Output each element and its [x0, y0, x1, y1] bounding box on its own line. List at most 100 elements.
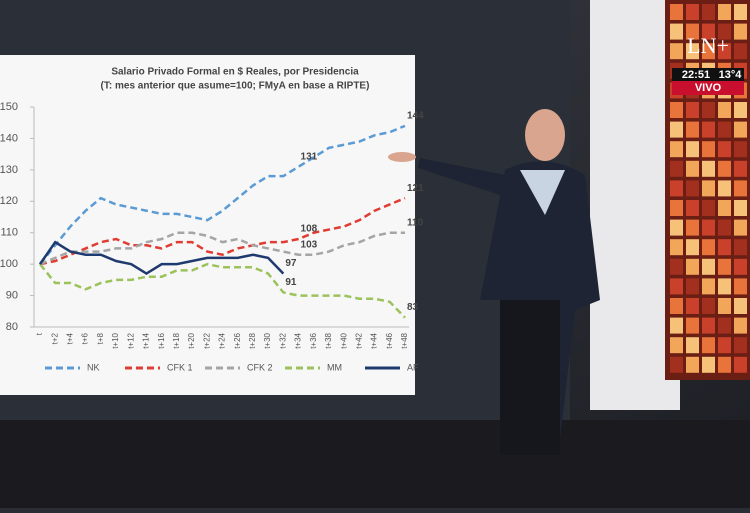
live-box: [672, 81, 744, 95]
x-tick-label: t+44: [370, 332, 379, 348]
data-label: 144: [407, 110, 424, 121]
data-label: 131: [301, 151, 318, 162]
led-tile: [718, 160, 731, 177]
x-tick-label: t+8: [96, 332, 105, 344]
led-tile: [702, 180, 715, 197]
led-tiles: [670, 4, 747, 373]
led-tile: [702, 239, 715, 256]
led-tile: [718, 239, 731, 256]
x-tick-label: t+4: [66, 332, 75, 344]
led-tile: [702, 317, 715, 334]
led-tile: [734, 43, 747, 60]
legend-label: CFK 1: [167, 362, 193, 372]
led-tile: [734, 180, 747, 197]
led-tile: [686, 23, 699, 40]
legs: [500, 300, 560, 455]
x-tick-label: t+6: [81, 332, 90, 344]
series-line: [39, 231, 405, 266]
data-label: 97: [285, 258, 297, 269]
led-tile: [686, 141, 699, 158]
led-tile: [686, 160, 699, 177]
led-tile: [686, 200, 699, 216]
y-tick-label: 100: [0, 258, 18, 270]
clock: 22:51: [682, 69, 710, 81]
legend-label: NK: [87, 362, 100, 372]
led-tile: [686, 121, 699, 138]
x-tick-label: t+42: [354, 332, 363, 348]
led-tile: [670, 141, 683, 158]
led-tile: [718, 317, 731, 334]
y-tick-label: 130: [0, 164, 18, 176]
chart-subtitle: (T: mes anterior que asume=100; FMyA en …: [101, 81, 370, 92]
legend-label: CFK 2: [247, 362, 273, 372]
led-tile: [670, 200, 683, 216]
led-tile: [702, 278, 715, 295]
led-tile: [686, 4, 699, 20]
presenter: [388, 109, 600, 455]
x-tick-label: t+36: [309, 332, 318, 348]
led-tile: [702, 258, 715, 275]
led-tile: [718, 180, 731, 197]
led-tile: [670, 160, 683, 177]
x-tick-label: t: [35, 332, 44, 335]
y-tick-label: 150: [0, 101, 18, 113]
led-tile: [686, 298, 699, 314]
data-label: 121: [407, 183, 424, 194]
led-tile: [702, 121, 715, 138]
led-tile: [718, 141, 731, 158]
data-label: 108: [301, 224, 318, 235]
led-tile: [702, 200, 715, 216]
clock-box: [672, 68, 744, 81]
y-tick-label: 110: [0, 227, 18, 239]
y-tick-label: 120: [0, 195, 18, 207]
led-tile: [718, 43, 731, 60]
x-tick-label: t+14: [142, 332, 151, 348]
data-label: 103: [301, 239, 318, 250]
x-tick-label: t+32: [278, 332, 287, 348]
led-tile: [702, 4, 715, 20]
x-tick-label: t+2: [50, 332, 59, 344]
x-tick-label: t+18: [172, 332, 181, 348]
shirt: [520, 170, 565, 215]
led-tile: [718, 121, 731, 138]
x-tick-label: t+40: [339, 332, 348, 348]
led-tile: [734, 200, 747, 216]
led-tile: [686, 317, 699, 334]
x-tick-label: t+30: [263, 332, 272, 348]
led-tile: [670, 219, 683, 236]
led-tile: [734, 141, 747, 158]
x-tick-label: t+16: [157, 332, 166, 348]
led-tile: [734, 258, 747, 275]
led-tile: [702, 219, 715, 236]
led-tile: [718, 278, 731, 295]
led-tile: [702, 23, 715, 40]
logo: LN+: [687, 33, 729, 58]
arm: [418, 158, 505, 195]
led-tile: [686, 258, 699, 275]
led-tile: [670, 4, 683, 20]
led-tile: [718, 4, 731, 20]
led-tile: [670, 180, 683, 197]
chart-title: Salario Privado Formal en $ Reales, por …: [111, 67, 359, 78]
data-label: 83: [407, 302, 419, 313]
temperature: 13°4: [719, 69, 743, 81]
series-line: [39, 262, 406, 319]
led-tile: [670, 356, 683, 373]
y-tick-label: 140: [0, 132, 18, 144]
led-tile: [718, 258, 731, 275]
led-tile: [686, 337, 699, 354]
led-tile: [718, 298, 731, 314]
led-tile: [702, 160, 715, 177]
led-tile: [670, 239, 683, 256]
hand: [388, 152, 416, 162]
led-tile: [702, 298, 715, 314]
x-tick-label: t+12: [126, 332, 135, 348]
led-tile: [734, 298, 747, 314]
data-label: 110: [407, 217, 424, 228]
series-line: [39, 196, 406, 266]
led-tile: [734, 4, 747, 20]
led-tile: [670, 337, 683, 354]
led-tile: [734, 239, 747, 256]
led-tile: [718, 23, 731, 40]
led-tile: [734, 337, 747, 354]
